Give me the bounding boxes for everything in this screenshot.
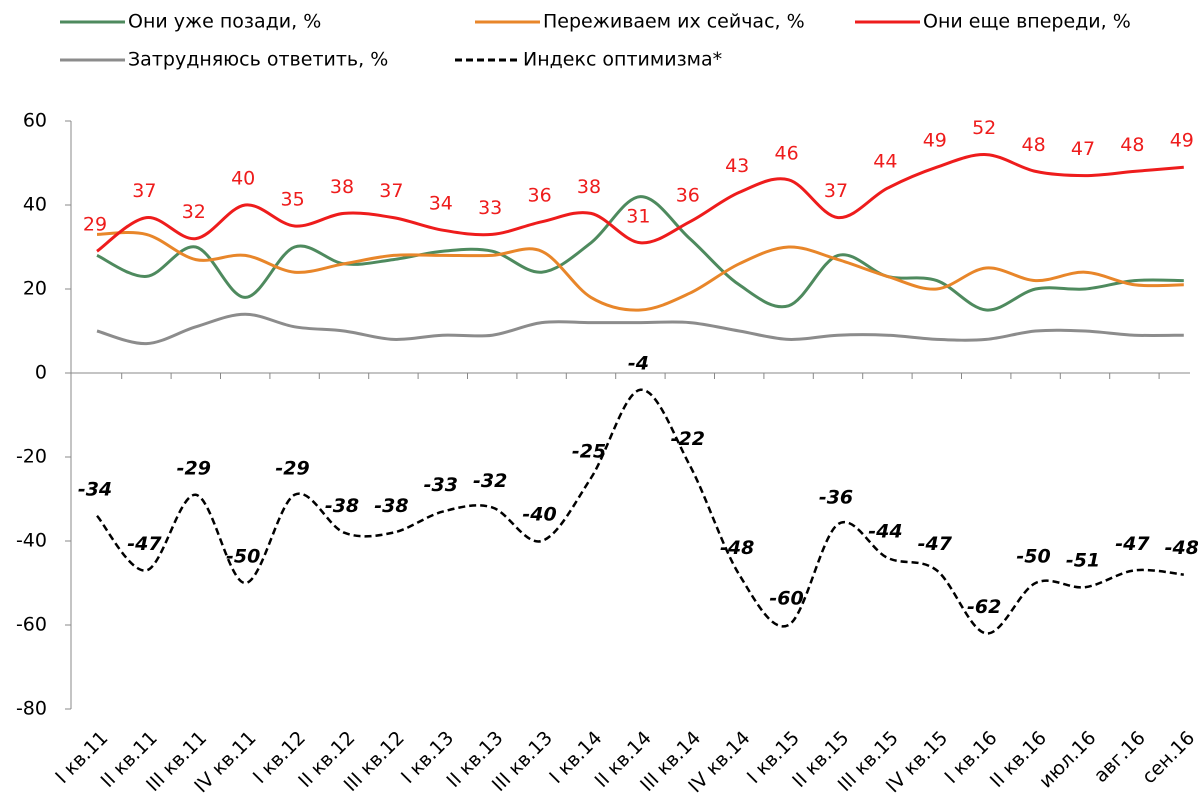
- data-label: -48: [1165, 537, 1198, 559]
- legend-label: Они уже позади, %: [128, 11, 321, 33]
- series-line: [96, 231, 1184, 312]
- data-label: -50: [1016, 546, 1050, 568]
- data-label: -32: [473, 470, 507, 492]
- data-label: -47: [918, 533, 953, 555]
- y-tick-label: -80: [16, 698, 47, 720]
- data-label: -29: [177, 457, 211, 479]
- data-label: 32: [182, 201, 206, 223]
- data-label: 36: [676, 184, 700, 206]
- data-label: -36: [819, 487, 853, 509]
- data-label: 29: [83, 214, 107, 236]
- series-line: [96, 195, 1184, 312]
- data-label: -38: [374, 495, 408, 517]
- data-label: -40: [522, 504, 556, 526]
- legend-label: Индекс оптимизма*: [523, 49, 722, 71]
- x-tick-label: сен.16: [1138, 727, 1198, 788]
- data-label: 52: [972, 117, 996, 139]
- data-label: 48: [1120, 134, 1144, 156]
- data-label: 48: [1022, 134, 1046, 156]
- series-line: [96, 388, 1184, 635]
- data-label: -38: [325, 495, 359, 517]
- y-tick-label: -40: [16, 530, 47, 552]
- data-label: 37: [379, 180, 403, 202]
- data-label: -50: [226, 546, 260, 568]
- data-label: 44: [873, 151, 897, 173]
- data-label: -47: [1115, 533, 1150, 555]
- data-label: -4: [628, 352, 649, 374]
- data-label: 47: [1071, 138, 1095, 160]
- data-label: 34: [429, 193, 453, 215]
- legend-label: Переживаем их сейчас, %: [543, 11, 805, 33]
- data-label: 38: [577, 176, 601, 198]
- data-label: -51: [1066, 550, 1100, 572]
- data-label: 49: [923, 130, 947, 152]
- data-label: 37: [132, 180, 156, 202]
- x-tick-label: авг.16: [1090, 727, 1150, 787]
- data-label: 40: [231, 168, 255, 190]
- data-label: 33: [478, 197, 502, 219]
- legend-label: Затрудняюсь ответить, %: [128, 49, 388, 71]
- data-label: 37: [824, 180, 848, 202]
- data-label: 36: [528, 184, 552, 206]
- data-label: -29: [275, 457, 309, 479]
- series-line: [96, 312, 1184, 346]
- data-label: 31: [626, 205, 650, 227]
- legend-label: Они еще впереди, %: [923, 11, 1131, 33]
- data-label: -47: [127, 533, 162, 555]
- data-label: -22: [671, 428, 705, 450]
- data-label: -33: [424, 474, 458, 496]
- y-tick-label: 20: [23, 278, 47, 300]
- data-label: 43: [725, 155, 749, 177]
- y-tick-label: -20: [16, 446, 47, 468]
- y-tick-label: 0: [35, 362, 47, 384]
- y-tick-label: 40: [23, 194, 47, 216]
- data-label: -60: [769, 588, 803, 610]
- data-label: 46: [775, 142, 799, 164]
- y-tick-label: 60: [23, 110, 47, 132]
- data-label: 38: [330, 176, 354, 198]
- data-label: -48: [720, 537, 754, 559]
- data-label: 49: [1170, 130, 1194, 152]
- data-label: -44: [868, 520, 902, 542]
- data-label: -25: [572, 441, 606, 463]
- data-label: 35: [281, 189, 305, 211]
- series-line: [96, 153, 1184, 253]
- data-label: -34: [78, 478, 112, 500]
- data-label: -62: [967, 596, 1001, 618]
- y-tick-label: -60: [16, 614, 47, 636]
